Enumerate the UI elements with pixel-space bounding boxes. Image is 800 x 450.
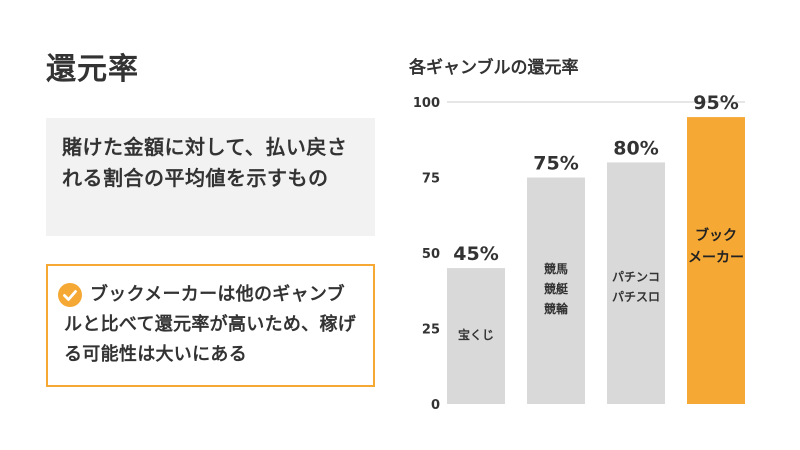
category-label: 宝くじ xyxy=(458,327,494,342)
bar xyxy=(527,177,585,404)
category-label: 競輪 xyxy=(544,301,569,316)
definition-box: 賭けた金額に対して、払い戻される割合の平均値を示すもの xyxy=(46,118,375,236)
category-label: 競馬 xyxy=(544,261,568,276)
page-title: 還元率 xyxy=(46,52,139,87)
category-label: 競艇 xyxy=(544,281,569,296)
note-text: ブックメーカーは他のギャンブルと比べて還元率が高いため、稼げる可能性は大いにある xyxy=(64,284,357,365)
data-label: 80% xyxy=(613,137,658,159)
category-label: パチンコ xyxy=(612,270,660,284)
y-tick-label: 75 xyxy=(422,172,440,187)
bar xyxy=(687,117,745,404)
data-label: 75% xyxy=(533,153,578,175)
bar xyxy=(607,162,665,404)
note-box: ブックメーカーは他のギャンブルと比べて還元率が高いため、稼げる可能性は大いにある xyxy=(46,264,375,387)
y-tick-label: 25 xyxy=(422,323,440,338)
y-tick-label: 100 xyxy=(413,96,440,111)
y-tick-label: 0 xyxy=(431,398,440,413)
category-label: メーカー xyxy=(688,250,744,266)
check-circle-icon xyxy=(58,283,82,307)
y-tick-label: 50 xyxy=(422,247,440,262)
data-label: 95% xyxy=(693,92,738,114)
category-label: パチスロ xyxy=(612,290,660,304)
category-label: ブック xyxy=(695,227,737,244)
bar xyxy=(447,268,505,404)
chart-title: 各ギャンブルの還元率 xyxy=(409,58,579,78)
data-label: 45% xyxy=(453,243,498,265)
definition-text: 賭けた金額に対して、払い戻される割合の平均値を示すもの xyxy=(62,135,348,190)
